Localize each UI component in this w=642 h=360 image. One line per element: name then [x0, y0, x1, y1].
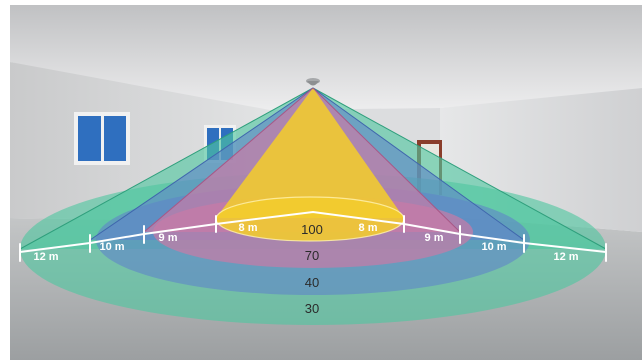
zone-level-30: 30 — [305, 301, 319, 316]
cone-edge-lines — [19, 87, 607, 250]
ceiling — [10, 5, 642, 112]
sensor-icon — [306, 78, 320, 86]
radius-label-12m-right: 12 m — [553, 251, 578, 263]
radius-label-10m-left: 10 m — [99, 241, 124, 253]
radius-label-8m-right: 8 m — [359, 222, 378, 234]
left-margin — [0, 0, 10, 360]
radius-label-12m-left: 12 m — [33, 251, 58, 263]
radius-label-9m-right: 9 m — [425, 232, 444, 244]
radius-label-10m-right: 10 m — [481, 241, 506, 253]
zone-level-40: 40 — [305, 275, 319, 290]
radius-label-8m-left: 8 m — [239, 222, 258, 234]
zone-level-70: 70 — [305, 248, 319, 263]
radius-label-9m-left: 9 m — [159, 232, 178, 244]
dimension-lines — [19, 210, 607, 262]
zone-level-100: 100 — [301, 222, 323, 237]
window-left — [74, 112, 130, 165]
